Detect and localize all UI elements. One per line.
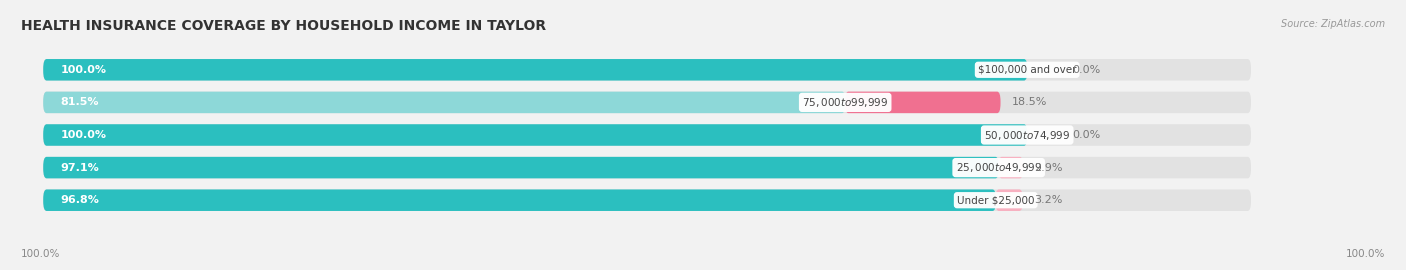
FancyBboxPatch shape bbox=[995, 190, 1022, 211]
FancyBboxPatch shape bbox=[44, 59, 1251, 80]
FancyBboxPatch shape bbox=[44, 190, 995, 211]
Text: 2.9%: 2.9% bbox=[1035, 163, 1063, 173]
Text: $75,000 to $99,999: $75,000 to $99,999 bbox=[801, 96, 889, 109]
FancyBboxPatch shape bbox=[44, 92, 1251, 113]
Text: 100.0%: 100.0% bbox=[21, 249, 60, 259]
Text: 100.0%: 100.0% bbox=[60, 65, 107, 75]
Text: 96.8%: 96.8% bbox=[60, 195, 98, 205]
FancyBboxPatch shape bbox=[44, 190, 1251, 211]
FancyBboxPatch shape bbox=[44, 124, 1028, 146]
Text: HEALTH INSURANCE COVERAGE BY HOUSEHOLD INCOME IN TAYLOR: HEALTH INSURANCE COVERAGE BY HOUSEHOLD I… bbox=[21, 19, 546, 33]
FancyBboxPatch shape bbox=[845, 92, 1001, 113]
Text: $25,000 to $49,999: $25,000 to $49,999 bbox=[956, 161, 1042, 174]
Text: 0.0%: 0.0% bbox=[1071, 65, 1099, 75]
Text: Source: ZipAtlas.com: Source: ZipAtlas.com bbox=[1281, 19, 1385, 29]
Text: 100.0%: 100.0% bbox=[60, 130, 107, 140]
Text: 100.0%: 100.0% bbox=[1346, 249, 1385, 259]
FancyBboxPatch shape bbox=[44, 157, 998, 178]
Text: $100,000 and over: $100,000 and over bbox=[979, 65, 1077, 75]
Text: 0.0%: 0.0% bbox=[1071, 130, 1099, 140]
Text: 97.1%: 97.1% bbox=[60, 163, 98, 173]
FancyBboxPatch shape bbox=[44, 157, 1251, 178]
FancyBboxPatch shape bbox=[44, 59, 1028, 80]
FancyBboxPatch shape bbox=[44, 92, 845, 113]
FancyBboxPatch shape bbox=[998, 157, 1024, 178]
Text: $50,000 to $74,999: $50,000 to $74,999 bbox=[984, 129, 1070, 141]
Text: Under $25,000: Under $25,000 bbox=[957, 195, 1035, 205]
Text: 3.2%: 3.2% bbox=[1033, 195, 1062, 205]
Text: 81.5%: 81.5% bbox=[60, 97, 98, 107]
Text: 18.5%: 18.5% bbox=[1011, 97, 1047, 107]
FancyBboxPatch shape bbox=[44, 124, 1251, 146]
